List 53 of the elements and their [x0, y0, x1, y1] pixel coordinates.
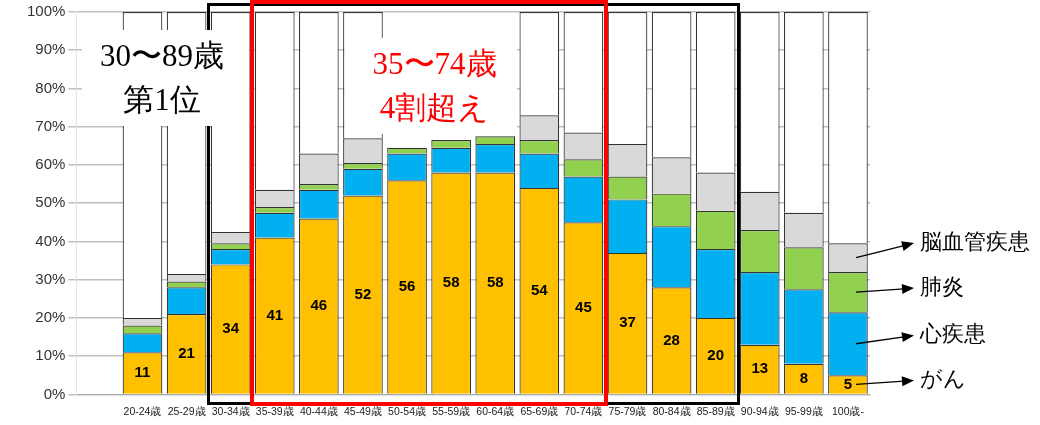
x-tick-label: 40-44歳 [299, 404, 338, 417]
data-label: 58 [442, 273, 460, 291]
x-tick-label: 65-69歳 [520, 404, 559, 417]
x-tick-label: 100歳- [831, 404, 865, 417]
text: がん [920, 366, 966, 392]
data-label: 34 [222, 319, 240, 337]
x-tick-label: 60-64歳 [476, 404, 515, 417]
y-tick-label: 0% [43, 384, 66, 402]
x-tick-label: 35-39歳 [255, 404, 294, 417]
x-tick-label: 85-89歳 [696, 404, 735, 417]
text: 脳血管疾患 [920, 228, 1030, 254]
x-tick-label: 30-34歳 [211, 404, 250, 417]
x-tick-label: 25-29歳 [167, 404, 206, 417]
x-tick-label: 50-54歳 [388, 404, 426, 417]
annotation: 第1位 [122, 81, 202, 119]
y-tick-label: 40% [35, 231, 66, 249]
data-label: 46 [310, 296, 328, 314]
y-tick-label: 100% [26, 2, 66, 20]
x-tick-label: 55-59歳 [432, 404, 471, 417]
data-label: 5 [843, 374, 853, 392]
data-label: 8 [799, 368, 809, 386]
x-tick-label: 70-74歳 [564, 404, 603, 417]
x-tick-label: 75-79歳 [608, 404, 647, 417]
x-tick-label: 45-49歳 [344, 404, 382, 417]
data-label: 54 [530, 280, 549, 298]
data-label: 37 [619, 313, 636, 331]
x-tick-label: 95-99歳 [784, 404, 823, 417]
annotation: 30〜89歳 [99, 37, 225, 75]
y-tick-label: 60% [35, 155, 66, 173]
data-label: 13 [751, 359, 769, 377]
y-tick-label: 90% [35, 40, 66, 58]
text: 心疾患 [919, 321, 986, 347]
y-tick-label: 30% [35, 269, 66, 287]
annotation: 4割超え [378, 89, 491, 127]
data-label: 11 [134, 363, 151, 381]
data-label: 21 [178, 344, 195, 362]
y-tick-label: 70% [35, 116, 66, 134]
annotation: 35〜74歳 [371, 45, 498, 83]
data-label: 28 [663, 330, 680, 348]
y-tick-label: 50% [35, 193, 66, 211]
data-label: 58 [486, 273, 504, 291]
data-label: 56 [398, 277, 416, 295]
x-tick-label: 80-84歳 [652, 404, 691, 417]
x-tick-label: 20-24歳 [123, 404, 162, 417]
y-tick-label: 80% [35, 78, 66, 96]
text: 肺炎 [920, 273, 964, 299]
data-label: 45 [575, 298, 592, 316]
x-tick-label: 90-94歳 [740, 404, 779, 417]
data-label: 20 [707, 345, 725, 363]
data-label: 41 [266, 305, 284, 323]
data-label: 52 [354, 284, 372, 302]
y-tick-label: 10% [35, 346, 66, 364]
y-tick-label: 20% [35, 308, 66, 326]
